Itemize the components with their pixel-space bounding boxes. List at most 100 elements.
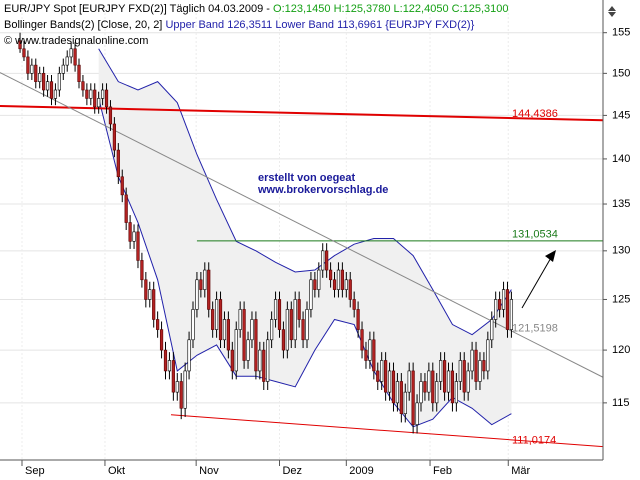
trend-line	[0, 72, 604, 378]
candle-body	[89, 89, 93, 99]
y-tick-label: 135	[612, 198, 630, 210]
y-tick-label: 145	[612, 109, 630, 121]
candle-body	[376, 370, 380, 382]
candle-body	[30, 64, 34, 74]
candle-body	[415, 402, 419, 425]
candle-body	[218, 299, 223, 341]
candle-body	[368, 339, 372, 361]
candle-body	[42, 73, 46, 91]
candle-body	[411, 370, 415, 425]
candle-body	[226, 319, 230, 351]
trend-label: 131,0534	[512, 229, 558, 241]
candle-body	[490, 319, 494, 341]
candle-body	[171, 360, 175, 393]
candle-body	[214, 299, 219, 330]
candle-body	[344, 279, 348, 290]
candle-body	[85, 89, 89, 99]
candle-body	[207, 269, 211, 310]
candle-body	[144, 279, 148, 300]
candle-body	[65, 56, 69, 66]
x-tick-label: Dez	[282, 465, 302, 477]
x-tick-label: Nov	[199, 465, 219, 477]
candle-body	[372, 339, 376, 372]
candle-body	[112, 123, 116, 151]
candle-body	[61, 64, 65, 74]
plot	[0, 32, 604, 448]
candle-body	[183, 370, 187, 409]
x-tick-label: Feb	[433, 465, 452, 477]
candle-body	[494, 299, 498, 320]
candle-body	[38, 73, 42, 82]
candle-body	[328, 269, 333, 281]
candle-body	[34, 64, 38, 82]
scale-icon	[608, 6, 616, 17]
candle-body	[356, 309, 360, 330]
candle-body	[301, 319, 305, 341]
candle-body	[321, 250, 325, 271]
candle-body	[277, 299, 282, 330]
candle-body	[305, 309, 309, 341]
candle-body	[309, 279, 313, 310]
candle-body	[270, 319, 274, 341]
band-fill	[98, 48, 512, 427]
candle-body	[403, 391, 407, 415]
candle-body	[163, 349, 168, 372]
candle-body	[293, 299, 297, 341]
candle-body	[285, 309, 289, 351]
candle-body	[22, 48, 26, 58]
candle-body	[352, 299, 356, 310]
trend-label: 144,4386	[512, 108, 558, 120]
candle-body	[167, 360, 172, 372]
candle-body	[419, 381, 423, 404]
x-tick-label: Mär	[511, 465, 530, 477]
arrow	[521, 255, 553, 309]
upper-band	[98, 48, 512, 336]
trend-label: 121,5198	[512, 322, 558, 334]
arrow-head	[545, 250, 556, 262]
trend-line	[170, 414, 604, 448]
y-tick-label: 140	[612, 153, 630, 165]
header-line1: EUR/JPY Spot [EURJPY FXD(2)] Täglich 04.…	[4, 3, 509, 15]
candle-body	[336, 269, 341, 290]
y-tick-label: 155	[612, 27, 630, 39]
candle-body	[423, 381, 427, 393]
y-tick-label: 115	[612, 397, 630, 409]
candle-body	[203, 269, 207, 290]
candle-body	[297, 299, 301, 320]
candle-body	[45, 81, 50, 91]
candle-body	[93, 89, 97, 108]
candle-body	[281, 329, 286, 351]
candle-body	[474, 349, 478, 382]
candle-body	[262, 349, 266, 382]
candle-body	[159, 329, 164, 351]
candle-body	[132, 231, 136, 242]
candle-body	[230, 349, 234, 372]
x-tick-label: 2009	[349, 465, 373, 477]
candle-body	[466, 370, 470, 393]
candle-body	[427, 370, 431, 393]
candle-body	[199, 279, 203, 290]
candle-body	[140, 260, 144, 281]
candle-body	[128, 222, 132, 242]
candle-body	[509, 299, 514, 330]
candle-body	[313, 279, 317, 290]
candle-body	[442, 360, 447, 393]
candle-body	[364, 349, 368, 361]
candle-body	[391, 370, 396, 404]
y-tick-label: 150	[612, 67, 630, 79]
candle-body	[53, 89, 58, 99]
candle-body	[340, 269, 344, 290]
ohlc: O:123,1450 H:125,3780 L:122,4050 C:125,3…	[273, 3, 508, 15]
candle-body	[399, 381, 403, 415]
candle-body	[407, 370, 411, 393]
candle-body	[435, 381, 439, 404]
candle-body	[360, 329, 364, 351]
candle-body	[395, 381, 400, 404]
candle-body	[195, 279, 199, 310]
candle-body	[100, 89, 105, 99]
candle-body	[57, 73, 61, 91]
candle-body	[273, 299, 278, 320]
candle-body	[458, 360, 462, 382]
y-tick-label: 125	[612, 293, 630, 305]
